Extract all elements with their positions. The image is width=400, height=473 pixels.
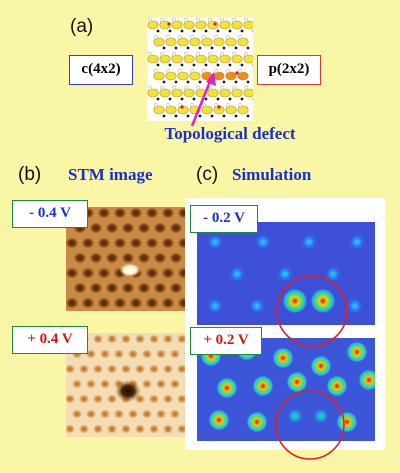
atomic-structure-diagram: [147, 17, 253, 121]
panel-b-label: (b): [18, 164, 42, 185]
topological-defect-caption: Topological defect: [164, 124, 296, 143]
sim-top-bias: - 0.2 V: [203, 210, 245, 226]
sim-top-bias-box: - 0.2 V: [190, 205, 258, 233]
sim-bottom-bias-box: + 0.2 V: [190, 327, 262, 355]
stm-image-title: STM image: [68, 165, 153, 184]
stm-top-bias: - 0.4 V: [29, 205, 71, 221]
panel-a-label: (a): [70, 16, 94, 37]
stm-top-bias-box: - 0.4 V: [12, 200, 88, 228]
p2x2-box: p(2x2): [257, 55, 321, 85]
p2x2-label: p(2x2): [268, 61, 310, 77]
defect-arrow: [190, 72, 216, 127]
simulation-negative: [197, 222, 375, 325]
simulation-title: Simulation: [232, 165, 312, 184]
c4x2-label: c(4x2): [81, 61, 121, 77]
c4x2-box: c(4x2): [69, 55, 133, 85]
stm-bottom-bias: + 0.4 V: [27, 331, 73, 347]
sim-bottom-bias: + 0.2 V: [203, 332, 249, 348]
panel-c-label: (c): [196, 164, 219, 185]
stm-bottom-bias-box: + 0.4 V: [12, 326, 88, 354]
